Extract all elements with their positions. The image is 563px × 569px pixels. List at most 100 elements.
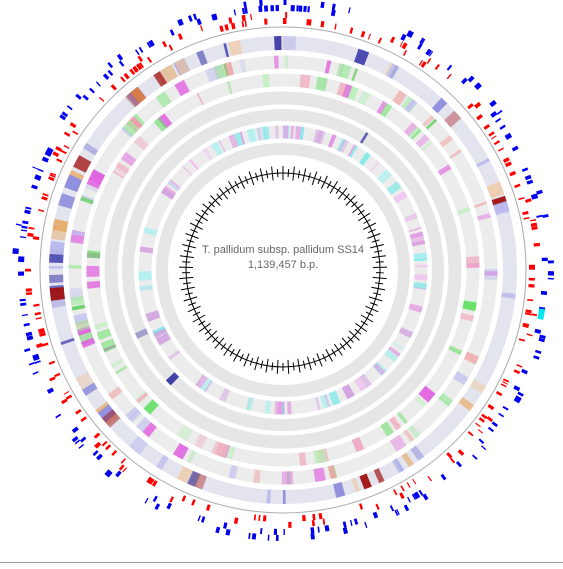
ring-feature — [158, 122, 164, 127]
red-feature — [494, 137, 495, 138]
blue-feature — [168, 505, 171, 506]
blue-feature — [85, 98, 86, 99]
ring-feature — [121, 369, 123, 371]
red-feature — [321, 24, 324, 25]
ring-feature — [71, 177, 76, 189]
blue-feature — [490, 429, 491, 431]
blue-feature — [502, 126, 503, 128]
blue-feature — [355, 521, 358, 522]
blue-feature — [212, 17, 216, 18]
red-feature — [51, 177, 52, 180]
ring-feature — [384, 427, 391, 431]
ring-feature — [89, 147, 92, 152]
ring-feature — [508, 293, 509, 298]
ring-feature — [118, 174, 119, 176]
blue-feature — [77, 441, 78, 442]
red-feature — [171, 499, 173, 500]
blue-feature — [32, 363, 33, 365]
scale-tick — [277, 169, 278, 177]
blue-feature — [536, 356, 537, 359]
blue-feature — [537, 329, 538, 333]
red-feature — [377, 506, 379, 507]
blue-feature — [538, 351, 539, 353]
blue-feature — [137, 52, 138, 53]
ring-feature — [341, 145, 346, 147]
ring-feature — [469, 302, 471, 310]
blue-feature — [525, 169, 526, 171]
blue-feature — [27, 210, 28, 213]
red-feature — [207, 507, 210, 508]
ring-feature — [206, 153, 209, 155]
blue-feature — [78, 96, 80, 98]
red-feature — [491, 133, 492, 135]
blue-feature — [423, 41, 424, 42]
blue-feature — [516, 399, 518, 402]
ring-feature — [393, 440, 403, 446]
red-feature — [449, 76, 450, 77]
blue-feature — [105, 76, 107, 78]
red-feature — [53, 174, 54, 175]
ring-feature — [353, 151, 355, 152]
blue-feature — [398, 512, 399, 513]
blue-feature — [542, 335, 543, 338]
ring-feature — [152, 312, 155, 320]
red-feature — [57, 374, 58, 376]
ring-feature — [473, 257, 474, 268]
blue-feature — [494, 423, 496, 425]
blue-feature — [431, 54, 432, 55]
red-feature — [489, 418, 491, 420]
red-feature — [138, 66, 141, 68]
ring-feature — [160, 461, 165, 464]
ring-feature — [384, 109, 389, 112]
ring-feature — [354, 484, 358, 485]
ring-feature — [79, 159, 85, 170]
red-feature — [170, 47, 172, 48]
ring-feature — [263, 81, 269, 82]
red-feature — [96, 435, 98, 437]
ring-feature — [160, 97, 169, 103]
red-feature — [501, 149, 502, 150]
ring-feature — [500, 203, 503, 213]
red-feature — [480, 431, 481, 432]
ring-feature — [248, 404, 252, 405]
red-feature — [58, 148, 59, 151]
blue-feature — [95, 452, 97, 454]
red-feature — [44, 197, 45, 200]
ring-feature — [470, 354, 474, 362]
ring-feature — [414, 451, 420, 455]
red-feature — [78, 411, 80, 413]
blue-feature — [197, 21, 200, 22]
ring-feature — [392, 185, 397, 191]
red-feature — [125, 75, 128, 77]
blue-feature — [449, 67, 450, 68]
ring-feature — [204, 383, 208, 386]
ring-feature — [248, 135, 255, 137]
ring-feature — [409, 104, 413, 107]
blue-feature — [74, 438, 76, 441]
red-feature — [183, 498, 185, 499]
scale-tick — [376, 262, 384, 263]
blue-feature — [34, 185, 35, 188]
red-feature — [104, 443, 105, 445]
ring-feature — [426, 145, 428, 147]
ring-feature — [57, 288, 58, 300]
blue-feature — [529, 181, 530, 184]
ring-feature — [130, 411, 137, 418]
ring-feature — [459, 374, 464, 381]
red-feature — [59, 160, 60, 162]
blue-feature — [343, 530, 347, 531]
red-feature — [350, 30, 352, 31]
red-feature — [534, 223, 535, 226]
blue-feature — [421, 40, 423, 41]
ring-feature — [358, 382, 364, 386]
red-feature — [422, 64, 425, 66]
ring-feature — [221, 146, 222, 147]
red-feature — [379, 40, 381, 41]
ring-feature — [362, 480, 369, 483]
ring-feature — [419, 400, 422, 404]
ring-feature — [331, 397, 338, 400]
ring-feature — [300, 81, 310, 82]
ring-feature — [78, 306, 79, 310]
ring-feature — [199, 57, 205, 60]
blue-feature — [224, 525, 227, 526]
